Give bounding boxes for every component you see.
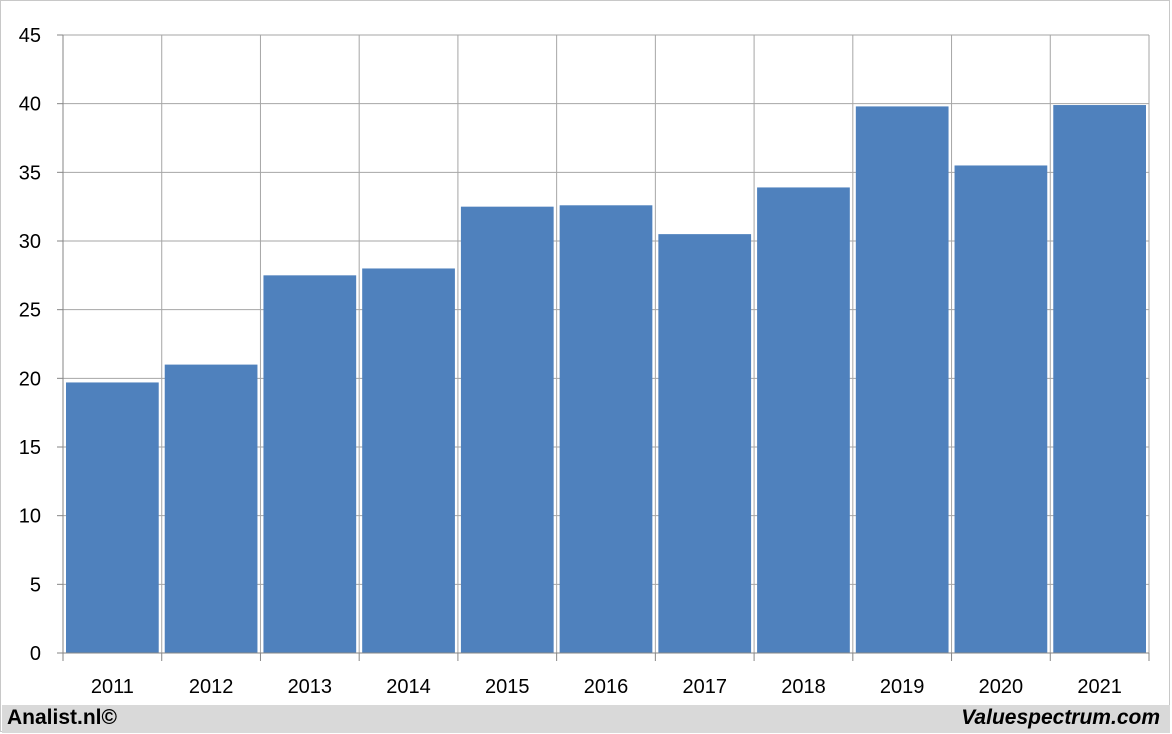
- footer-left-credit: Analist.nl©: [7, 706, 117, 729]
- y-tick-label: 30: [19, 231, 41, 253]
- bar-2012: [164, 364, 258, 653]
- y-tick-label: 25: [19, 300, 41, 322]
- bar-2013: [263, 275, 357, 653]
- y-tick-label: 10: [19, 506, 41, 528]
- x-tick-label: 2011: [91, 676, 134, 698]
- x-tick-label: 2018: [781, 676, 826, 698]
- tick-labels: 0 5 10 15 20 25 30 35 40 45 2011 2012 2013 2014 2015 20…: [19, 25, 1122, 698]
- bar-chart: 0 5 10 15 20 25 30 35 40 45 2011 2012 2013 2014 2015 20…: [19, 25, 1150, 698]
- x-tick-label: 2019: [880, 676, 925, 698]
- y-tick-label: 0: [30, 643, 41, 665]
- y-tick-label: 20: [19, 368, 41, 390]
- y-tick-label: 5: [30, 574, 41, 596]
- bar-2015: [460, 206, 554, 653]
- bar-2017: [658, 234, 752, 653]
- y-tick-label: 45: [19, 25, 41, 47]
- x-tick-label: 2014: [386, 676, 431, 698]
- y-tick-label: 15: [19, 437, 41, 459]
- axes: [57, 34, 1150, 661]
- footer-right-credit: Valuespectrum.com: [961, 706, 1160, 729]
- x-tick-label: 2017: [682, 676, 727, 698]
- bars: [66, 105, 1146, 654]
- bar-2016: [559, 205, 653, 653]
- bar-2014: [362, 268, 455, 653]
- x-tick-label: 2020: [979, 676, 1024, 698]
- bar-2018: [757, 187, 850, 653]
- footer-bar: Analist.nl© Valuespectrum.com: [2, 705, 1170, 733]
- bar-2021: [1053, 105, 1146, 654]
- bar-2011: [66, 382, 159, 653]
- bar-2019: [855, 106, 949, 653]
- x-tick-label: 2021: [1077, 676, 1122, 698]
- x-tick-label: 2015: [485, 676, 530, 698]
- x-tick-label: 2013: [288, 676, 333, 698]
- y-tick-label: 35: [19, 162, 41, 184]
- bar-2020: [954, 165, 1048, 653]
- x-tick-label: 2016: [584, 676, 629, 698]
- x-tick-label: 2012: [189, 676, 234, 698]
- y-tick-label: 40: [19, 94, 41, 116]
